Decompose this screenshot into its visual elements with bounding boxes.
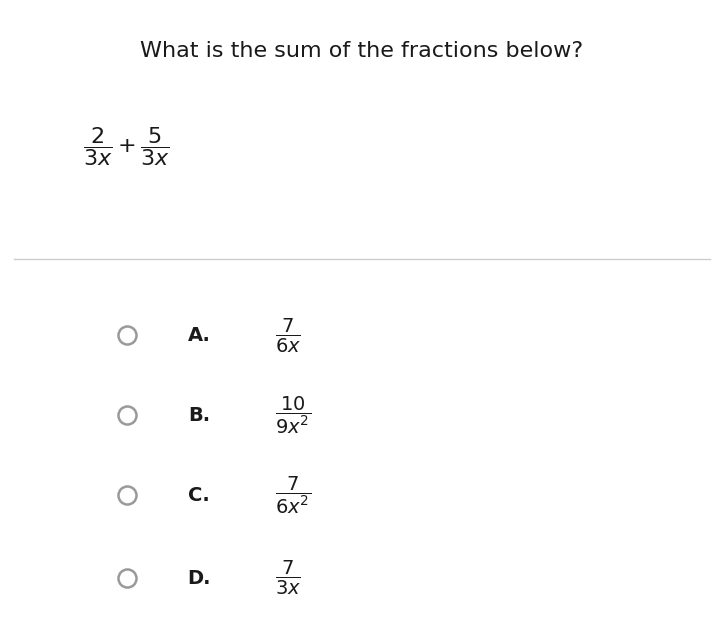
Text: A.: A.: [188, 326, 211, 345]
Text: C.: C.: [188, 486, 210, 505]
Text: $\dfrac{2}{3x} + \dfrac{5}{3x}$: $\dfrac{2}{3x} + \dfrac{5}{3x}$: [83, 125, 170, 169]
Text: $\dfrac{7}{6x}$: $\dfrac{7}{6x}$: [275, 316, 301, 355]
Text: What is the sum of the fractions below?: What is the sum of the fractions below?: [140, 41, 584, 61]
Text: $\dfrac{10}{9x^2}$: $\dfrac{10}{9x^2}$: [275, 394, 311, 436]
Text: B.: B.: [188, 406, 210, 425]
Text: $\dfrac{7}{3x}$: $\dfrac{7}{3x}$: [275, 559, 301, 597]
Text: $\dfrac{7}{6x^2}$: $\dfrac{7}{6x^2}$: [275, 474, 311, 516]
Text: D.: D.: [188, 569, 211, 588]
